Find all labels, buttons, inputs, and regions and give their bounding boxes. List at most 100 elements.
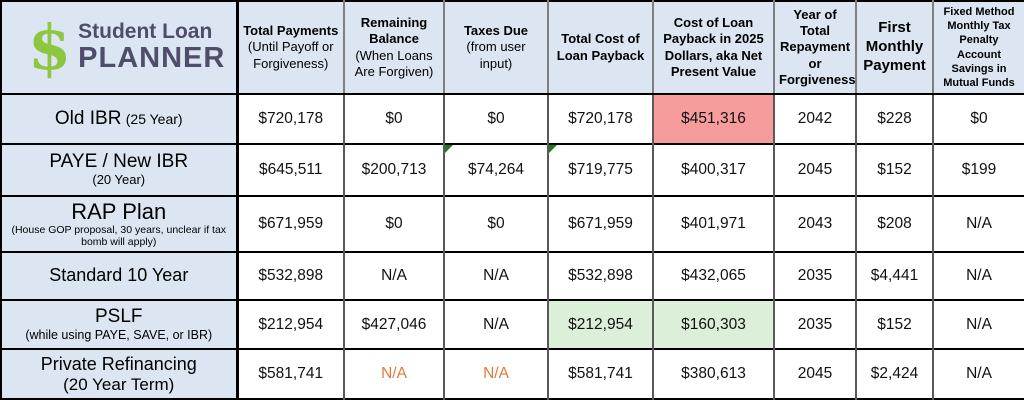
cell-remaining-balance-na[interactable]: N/A [343,348,444,399]
table-row-old-ibr: Old IBR (25 Year) $720,178 $0 $0 $720,17… [1,93,1024,144]
table-row-standard-10-year: Standard 10 Year $532,898 N/A N/A $532,8… [1,251,1024,300]
cell-fixed-method-savings[interactable]: N/A [932,299,1024,349]
cell-first-payment[interactable]: $228 [855,93,933,144]
cell-taxes-due[interactable]: $74,264 [443,143,548,196]
plan-subtext: (while using PAYE, SAVE, or IBR) [25,327,213,342]
cell-remaining-balance[interactable]: $427,046 [343,299,444,349]
header-subtitle: (from user input) [466,39,526,71]
cell-total-cost[interactable]: $581,741 [547,348,653,399]
cell-total-cost[interactable]: $671,959 [547,195,653,252]
cell-year[interactable]: 2035 [773,251,856,300]
column-header-fixed-method-savings[interactable]: Fixed Method Monthly Tax Penalty Account… [932,1,1024,95]
column-header-total-cost[interactable]: Total Cost of Loan Payback [547,1,653,95]
row-label-standard-10-year[interactable]: Standard 10 Year [1,251,239,300]
cell-total-payments[interactable]: $720,178 [236,93,344,144]
table-row-rap-plan: RAP Plan (House GOP proposal, 30 years, … [1,195,1024,252]
cell-net-present-value[interactable]: $400,317 [652,143,774,196]
cell-taxes-due[interactable]: $0 [443,195,548,252]
plan-name: Standard 10 Year [49,265,189,286]
plan-name: PAYE / New IBR [49,151,189,173]
cell-total-cost-highlight-green[interactable]: $212,954 [547,299,653,349]
cell-fixed-method-savings[interactable]: N/A [932,195,1024,252]
plan-name: Private Refinancing [40,353,197,374]
column-header-remaining-balance[interactable]: Remaining Balance (When Loans Are Forgiv… [343,1,444,95]
cell-net-present-value[interactable]: $401,971 [652,195,774,252]
row-label-rap-plan[interactable]: RAP Plan (House GOP proposal, 30 years, … [1,195,239,252]
cell-year[interactable]: 2042 [773,93,856,144]
cell-first-payment[interactable]: $4,441 [855,251,933,300]
cell-first-payment[interactable]: $2,424 [855,348,933,399]
cell-taxes-due-na[interactable]: N/A [443,348,548,399]
cell-taxes-due[interactable]: N/A [443,251,548,300]
header-title: First Monthly Payment [863,19,926,74]
student-loan-planner-logo: $ Student Loan PLANNER [28,10,232,84]
plan-name: Old IBR [54,107,122,129]
cell-total-payments[interactable]: $581,741 [236,348,344,399]
cell-fixed-method-savings[interactable]: N/A [932,348,1024,399]
cell-remaining-balance[interactable]: $0 [343,93,444,144]
cell-value: $74,264 [467,161,525,178]
plan-name: RAP Plan [71,198,167,224]
cell-remaining-balance[interactable]: $0 [343,195,444,252]
plan-subtext: (25 Year) [125,110,183,127]
cell-year[interactable]: 2043 [773,195,856,252]
header-title: Year of Total Repayment or Forgiveness [779,6,856,87]
cell-year[interactable]: 2045 [773,143,856,196]
cell-net-present-value-highlight-green[interactable]: $160,303 [652,299,774,349]
cell-net-present-value-highlight-red[interactable]: $451,316 [652,93,774,144]
row-label-pslf[interactable]: PSLF (while using PAYE, SAVE, or IBR) [1,299,239,349]
plan-subtext: (20 Year Term) [63,375,175,395]
cell-total-cost[interactable]: $532,898 [547,251,653,300]
cell-first-payment[interactable]: $152 [855,143,933,196]
plan-subtext: (House GOP proposal, 30 years, unclear i… [11,224,227,249]
cell-total-cost[interactable]: $720,178 [547,93,653,144]
column-header-net-present-value[interactable]: Cost of Loan Payback in 2025 Dollars, ak… [652,1,774,95]
table-row-private-refinancing: Private Refinancing (20 Year Term) $581,… [1,348,1024,399]
cell-value: $719,775 [568,161,633,178]
cell-total-payments[interactable]: $645,511 [236,143,344,196]
cell-first-payment[interactable]: $152 [855,299,933,349]
cell-fixed-method-savings[interactable]: $199 [932,143,1024,196]
cell-taxes-due[interactable]: $0 [443,93,548,144]
header-subtitle: (When Loans Are Forgiven) [354,47,434,79]
cell-fixed-method-savings[interactable]: $0 [932,93,1024,144]
cell-net-present-value[interactable]: $432,065 [652,251,774,300]
logo-cell: $ Student Loan PLANNER [1,1,239,95]
column-header-year-of-repayment[interactable]: Year of Total Repayment or Forgiveness [773,1,856,95]
column-header-total-payments[interactable]: Total Payments (Until Payoff or Forgiven… [236,1,344,95]
excel-error-indicator-icon [446,146,453,153]
plan-name: PSLF [94,305,143,327]
header-title: Total Payments [243,23,339,39]
header-title: Remaining Balance [360,15,428,47]
header-row: $ Student Loan PLANNER Total Payments (U… [1,1,1024,95]
cell-total-cost[interactable]: $719,775 [547,143,653,196]
cell-fixed-method-savings[interactable]: N/A [932,251,1024,300]
cell-year[interactable]: 2045 [773,348,856,399]
header-subtitle: (Until Payoff or Forgiveness) [247,39,334,71]
dollar-sign-icon: $ [28,10,72,84]
cell-total-payments[interactable]: $532,898 [236,251,344,300]
cell-remaining-balance[interactable]: N/A [343,251,444,300]
cell-year[interactable]: 2035 [773,299,856,349]
logo-line1: Student Loan [78,20,213,44]
cell-total-payments[interactable]: $212,954 [236,299,344,349]
logo-line2: PLANNER [78,42,226,75]
column-header-taxes-due[interactable]: Taxes Due (from user input) [443,1,548,95]
header-title: Fixed Method Monthly Tax Penalty Account… [943,5,1015,90]
cell-total-payments[interactable]: $671,959 [236,195,344,252]
plan-subtext: (20 Year) [92,171,146,187]
table-row-pslf: PSLF (while using PAYE, SAVE, or IBR) $2… [1,299,1024,349]
row-label-old-ibr[interactable]: Old IBR (25 Year) [1,93,239,144]
column-header-first-monthly-payment[interactable]: First Monthly Payment [855,1,933,95]
cell-first-payment[interactable]: $208 [855,195,933,252]
header-title: Cost of Loan Payback in 2025 Dollars, ak… [663,15,764,79]
header-title: Taxes Due [463,23,529,39]
cell-remaining-balance[interactable]: $200,713 [343,143,444,196]
row-label-paye-new-ibr[interactable]: PAYE / New IBR (20 Year) [1,143,239,196]
cell-net-present-value[interactable]: $380,613 [652,348,774,399]
table-row-paye-new-ibr: PAYE / New IBR (20 Year) $645,511 $200,7… [1,143,1024,196]
excel-error-indicator-icon [550,146,557,153]
row-label-private-refinancing[interactable]: Private Refinancing (20 Year Term) [1,348,239,399]
cell-taxes-due[interactable]: N/A [443,299,548,349]
